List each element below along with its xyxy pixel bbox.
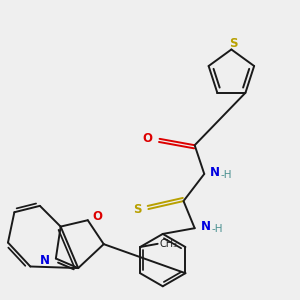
Text: -H: -H xyxy=(211,224,223,234)
Text: S: S xyxy=(229,37,237,50)
Text: O: O xyxy=(93,210,103,223)
Text: O: O xyxy=(142,132,153,145)
Text: N: N xyxy=(200,220,210,233)
Text: N: N xyxy=(210,166,220,179)
Text: S: S xyxy=(133,202,141,215)
Text: CH₃: CH₃ xyxy=(159,239,177,249)
Text: N: N xyxy=(40,254,50,267)
Text: -H: -H xyxy=(221,169,232,180)
